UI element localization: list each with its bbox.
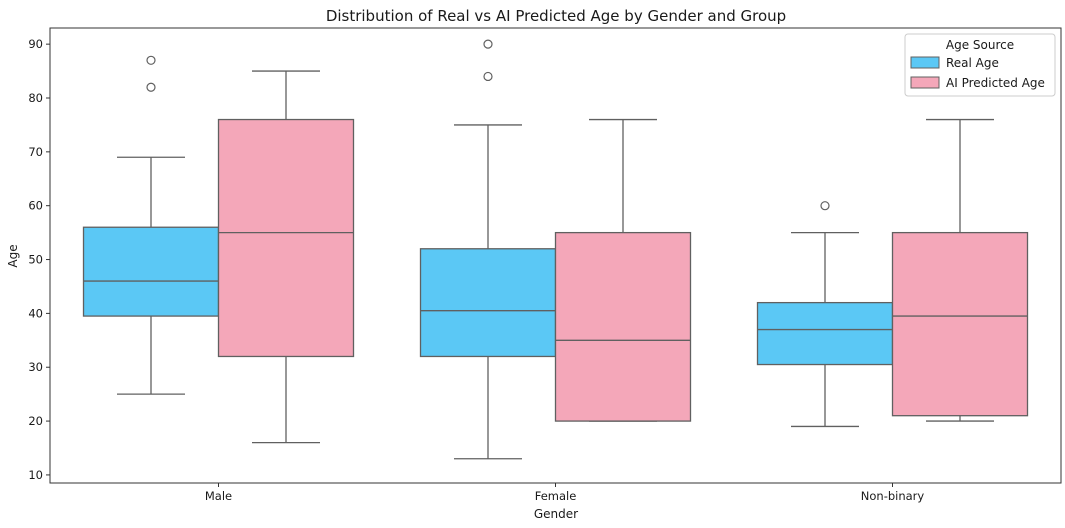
x-tick-label: Non-binary <box>861 489 925 503</box>
x-tick-label: Female <box>535 489 577 503</box>
box-ai-predicted-age-female <box>554 118 692 422</box>
x-axis-label: Gender <box>534 507 578 521</box>
y-axis-label: Age <box>6 244 20 267</box>
iqr-box <box>756 301 894 366</box>
outlier-point <box>820 201 830 211</box>
y-tick-label: 20 <box>28 414 43 428</box>
y-tick-label: 80 <box>28 91 43 105</box>
legend-title: Age Source <box>946 38 1014 52</box>
outlier-point <box>146 82 156 92</box>
outlier-point <box>483 39 493 49</box>
x-tick-label: Male <box>205 489 232 503</box>
legend-label-real-age: Real Age <box>946 56 999 70</box>
legend-frame <box>904 33 1056 97</box>
box-real-age-female <box>419 39 557 460</box>
iqr-box <box>891 231 1029 417</box>
y-tick-label: 40 <box>28 306 43 320</box>
legend-swatch-real-age <box>910 56 940 69</box>
box-ai-predicted-age-male <box>217 70 355 444</box>
legend: Age Source Real Age AI Predicted Age <box>904 33 1056 97</box>
y-tick-label: 50 <box>28 253 43 267</box>
outlier-point <box>146 55 156 65</box>
outlier-point <box>483 71 493 82</box>
y-tick-label: 10 <box>28 468 43 482</box>
y-tick-label: 60 <box>28 199 43 213</box>
y-tick-label: 70 <box>28 145 43 159</box>
y-tick-label: 90 <box>28 37 43 51</box>
chart-title: Distribution of Real vs AI Predicted Age… <box>326 7 786 25</box>
box-ai-predicted-age-non-binary <box>891 118 1029 422</box>
iqr-box <box>82 226 220 317</box>
iqr-box <box>419 248 557 358</box>
y-tick-label: 30 <box>28 360 43 374</box>
legend-label-ai-predicted-age: AI Predicted Age <box>946 76 1045 90</box>
box-real-age-non-binary <box>756 201 894 428</box>
legend-swatch-ai-predicted-age <box>910 76 940 89</box>
iqr-box <box>554 231 692 422</box>
box-real-age-male <box>82 55 220 395</box>
iqr-box <box>217 118 355 358</box>
